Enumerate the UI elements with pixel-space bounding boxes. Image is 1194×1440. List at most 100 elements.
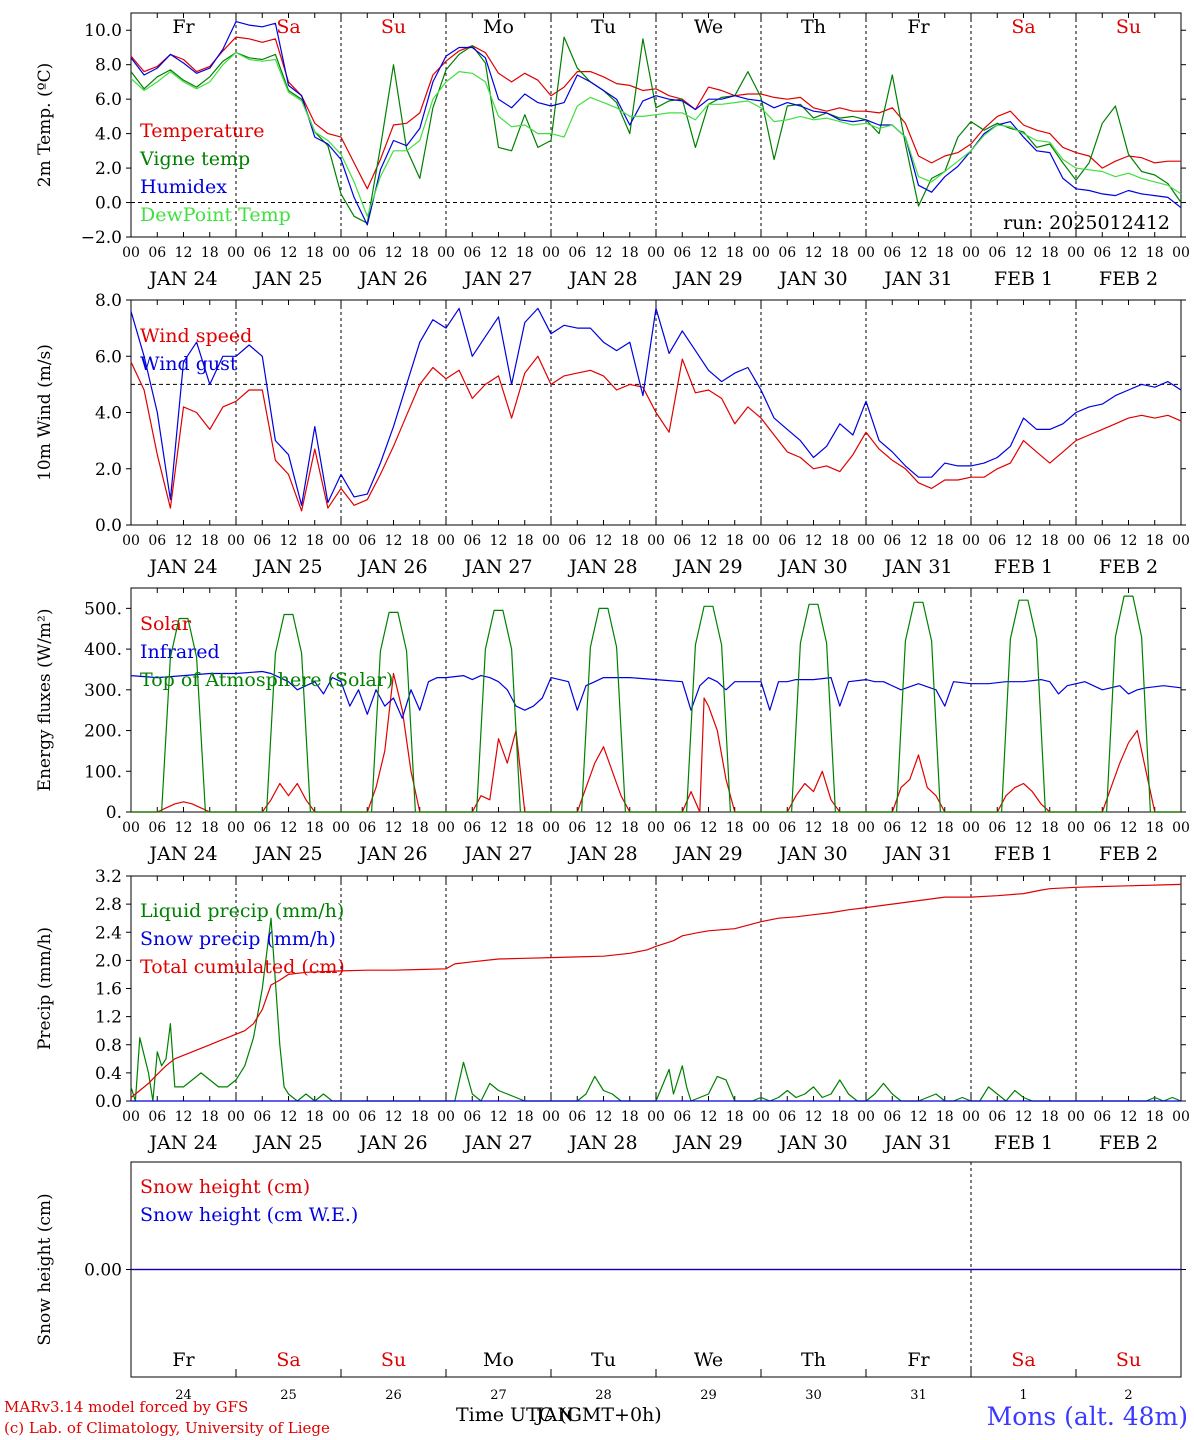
weekday-label-top: Sa — [276, 16, 300, 38]
weekday-label-bottom: Su — [1116, 1349, 1141, 1371]
series-line-wind — [130, 355, 1182, 512]
x-hour-label: 06 — [463, 1109, 481, 1125]
x-day-label: JAN 31 — [882, 1132, 952, 1154]
weekday-label-bottom: Su — [381, 1349, 406, 1371]
x-hour-label: 06 — [253, 245, 271, 261]
x-day-label: JAN 24 — [147, 843, 217, 865]
x-hour-label: 00 — [962, 533, 980, 549]
series-line-wind — [130, 307, 1182, 506]
x-hour-label: 06 — [778, 1109, 796, 1125]
x-day-label: JAN 30 — [777, 1132, 847, 1154]
x-hour-label: 06 — [148, 820, 166, 836]
x-hour-label: 06 — [1093, 820, 1111, 836]
legend-entry: Snow precip (mm/h) — [140, 928, 336, 950]
x-hour-label: 12 — [280, 1109, 298, 1125]
x-day-label: JAN 24 — [147, 1132, 217, 1154]
y-tick-label: 1.6 — [95, 980, 122, 1000]
y-tick-label: 3.2 — [95, 867, 122, 887]
x-hour-label: 12 — [490, 1109, 508, 1125]
x-hour-label: 12 — [1120, 1109, 1138, 1125]
y-tick-label: 10.0 — [84, 21, 122, 41]
x-day-label: JAN 29 — [672, 268, 742, 290]
x-day-label: FEB 2 — [1099, 1132, 1158, 1154]
x-hour-label: 18 — [936, 1109, 954, 1125]
weekday-label-bottom: Tu — [591, 1349, 616, 1371]
weekday-label-top: Fr — [907, 16, 930, 38]
x-hour-label: 18 — [726, 245, 744, 261]
x-hour-label: 12 — [595, 533, 613, 549]
x-day-label: JAN 27 — [462, 556, 532, 578]
legend-entry: Humidex — [140, 176, 227, 198]
series-line-precip — [130, 883, 1182, 1098]
x-hour-label: 00 — [647, 820, 665, 836]
y-tick-label: 400. — [84, 640, 122, 660]
x-day-label: JAN 31 — [882, 268, 952, 290]
panel-frame-energy — [130, 587, 1182, 813]
x-hour-label: 00 — [542, 1109, 560, 1125]
day-number-label: 27 — [490, 1388, 507, 1403]
x-hour-label: 06 — [988, 1109, 1006, 1125]
x-day-label: JAN 28 — [567, 843, 637, 865]
x-day-label: FEB 1 — [994, 268, 1053, 290]
series-line-temperature — [130, 36, 1181, 190]
x-hour-label: 18 — [1146, 1109, 1164, 1125]
weekday-label-bottom: Sa — [1011, 1349, 1035, 1371]
x-hour-label: 06 — [358, 533, 376, 549]
x-hour-label: 00 — [647, 245, 665, 261]
x-day-label: JAN 26 — [357, 268, 427, 290]
legend-entry: Snow height (cm) — [140, 1176, 310, 1198]
weekday-label-bottom: Fr — [907, 1349, 930, 1371]
x-hour-label: 06 — [883, 1109, 901, 1125]
x-hour-label: 12 — [700, 820, 718, 836]
x-hour-label: 00 — [1172, 533, 1190, 549]
x-hour-label: 00 — [227, 245, 245, 261]
y-tick-label: 0.00 — [84, 1261, 122, 1281]
x-hour-label: 06 — [673, 533, 691, 549]
weekday-label-top: Su — [381, 16, 406, 38]
series-line-energy — [130, 670, 1182, 719]
x-day-label: JAN 29 — [672, 1132, 742, 1154]
x-hour-label: 06 — [463, 533, 481, 549]
x-hour-label: 18 — [1041, 533, 1059, 549]
x-hour-label: 06 — [568, 245, 586, 261]
x-hour-label: 12 — [490, 245, 508, 261]
y-tick-label: 2.0 — [95, 460, 122, 480]
y-tick-label: 2.4 — [95, 923, 122, 943]
x-hour-label: 00 — [752, 820, 770, 836]
x-hour-label: 00 — [962, 820, 980, 836]
x-day-label: JAN 28 — [567, 556, 637, 578]
x-hour-label: 06 — [778, 245, 796, 261]
x-hour-label: 18 — [1041, 245, 1059, 261]
x-hour-label: 00 — [122, 245, 140, 261]
run-label: run: 2025012412 — [1003, 212, 1170, 234]
x-hour-label: 00 — [332, 245, 350, 261]
x-hour-label: 18 — [621, 1109, 639, 1125]
x-day-label: JAN 30 — [777, 843, 847, 865]
x-hour-label: 00 — [332, 1109, 350, 1125]
y-tick-label: 6.0 — [95, 90, 122, 110]
x-day-label: JAN 31 — [882, 556, 952, 578]
x-hour-label: 12 — [385, 245, 403, 261]
x-hour-label: 06 — [883, 533, 901, 549]
day-number-label: 30 — [805, 1388, 822, 1403]
day-number-label: 28 — [595, 1388, 612, 1403]
x-day-label: JAN 27 — [462, 843, 532, 865]
x-hour-label: 18 — [306, 533, 324, 549]
x-hour-label: 06 — [1093, 1109, 1111, 1125]
legend-entry: Total cumulated (cm) — [140, 956, 345, 978]
x-hour-label: 06 — [463, 820, 481, 836]
x-hour-label: 12 — [700, 533, 718, 549]
x-day-label: JAN 29 — [672, 556, 742, 578]
x-hour-label: 12 — [1015, 1109, 1033, 1125]
x-hour-label: 18 — [516, 820, 534, 836]
x-hour-label: 00 — [332, 820, 350, 836]
x-hour-label: 18 — [1146, 820, 1164, 836]
x-hour-label: 12 — [1120, 245, 1138, 261]
x-hour-label: 18 — [831, 1109, 849, 1125]
x-hour-label: 00 — [1172, 1109, 1190, 1125]
x-hour-label: 12 — [910, 1109, 928, 1125]
x-hour-label: 18 — [1146, 533, 1164, 549]
x-hour-label: 18 — [201, 245, 219, 261]
x-hour-label: 12 — [280, 245, 298, 261]
day-number-label: 29 — [700, 1388, 717, 1403]
